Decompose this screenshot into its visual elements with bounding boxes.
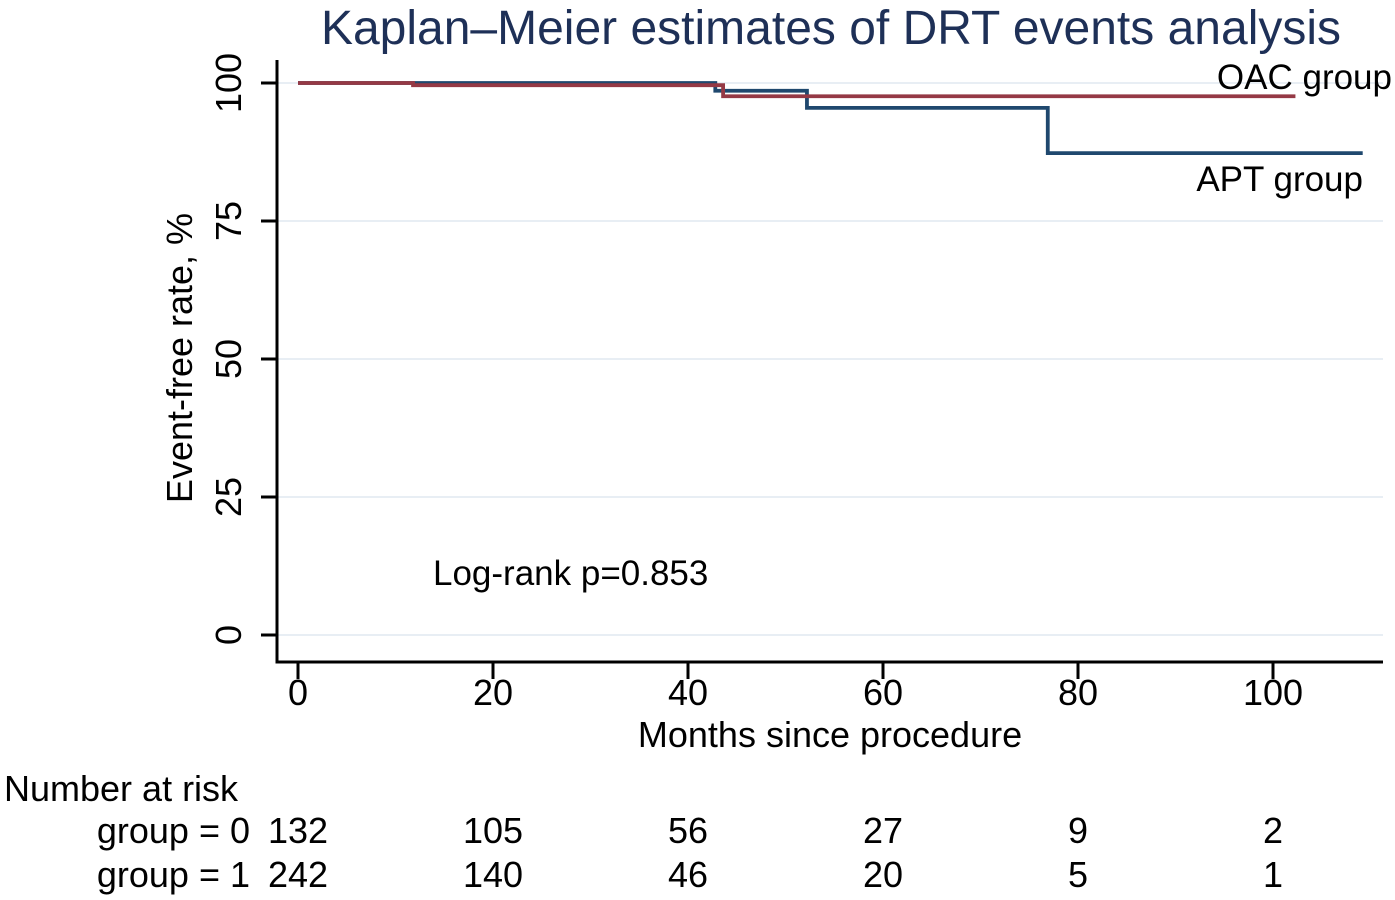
x-tick-label-40: 40 xyxy=(667,672,709,713)
series-label-oac: OAC group xyxy=(1216,58,1392,97)
risk-cell: 140 xyxy=(462,854,524,895)
x-tick-label-60: 60 xyxy=(862,672,904,713)
risk-cell: 46 xyxy=(667,854,709,895)
chart-title: Kaplan–Meier estimates of DRT events ana… xyxy=(320,2,1342,55)
y-tick-label-50: 50 xyxy=(208,338,249,380)
y-tick-label-100: 100 xyxy=(208,52,249,114)
x-axis-title: Months since procedure xyxy=(637,714,1023,755)
x-tick-label-100: 100 xyxy=(1242,672,1304,713)
risk-cell: 5 xyxy=(1067,854,1089,895)
series-label-apt: APT group xyxy=(1196,160,1363,199)
risk-cell: 27 xyxy=(862,810,904,851)
risk-cell: 105 xyxy=(462,810,524,851)
x-tick-label-0: 0 xyxy=(287,672,309,713)
risk-cell: 2 xyxy=(1262,810,1284,851)
risk-cell: 20 xyxy=(862,854,904,895)
risk-cell: 242 xyxy=(267,854,329,895)
risk-cell: 56 xyxy=(667,810,709,851)
x-tick-label-20: 20 xyxy=(472,672,514,713)
log-rank-annotation: Log-rank p=0.853 xyxy=(433,554,709,593)
y-tick-label-25: 25 xyxy=(208,476,249,518)
x-tick-label-80: 80 xyxy=(1057,672,1099,713)
risk-cell: 9 xyxy=(1067,810,1089,851)
risk-row-label-group1: group = 1 xyxy=(96,854,250,895)
risk-cell: 1 xyxy=(1262,854,1284,895)
risk-table-header: Number at risk xyxy=(4,768,239,809)
risk-cell: 132 xyxy=(267,810,329,851)
y-axis-title: Event-free rate, % xyxy=(159,212,200,504)
y-tick-label-75: 75 xyxy=(208,200,249,242)
risk-row-label-group0: group = 0 xyxy=(96,810,250,851)
y-tick-label-0: 0 xyxy=(208,624,249,646)
